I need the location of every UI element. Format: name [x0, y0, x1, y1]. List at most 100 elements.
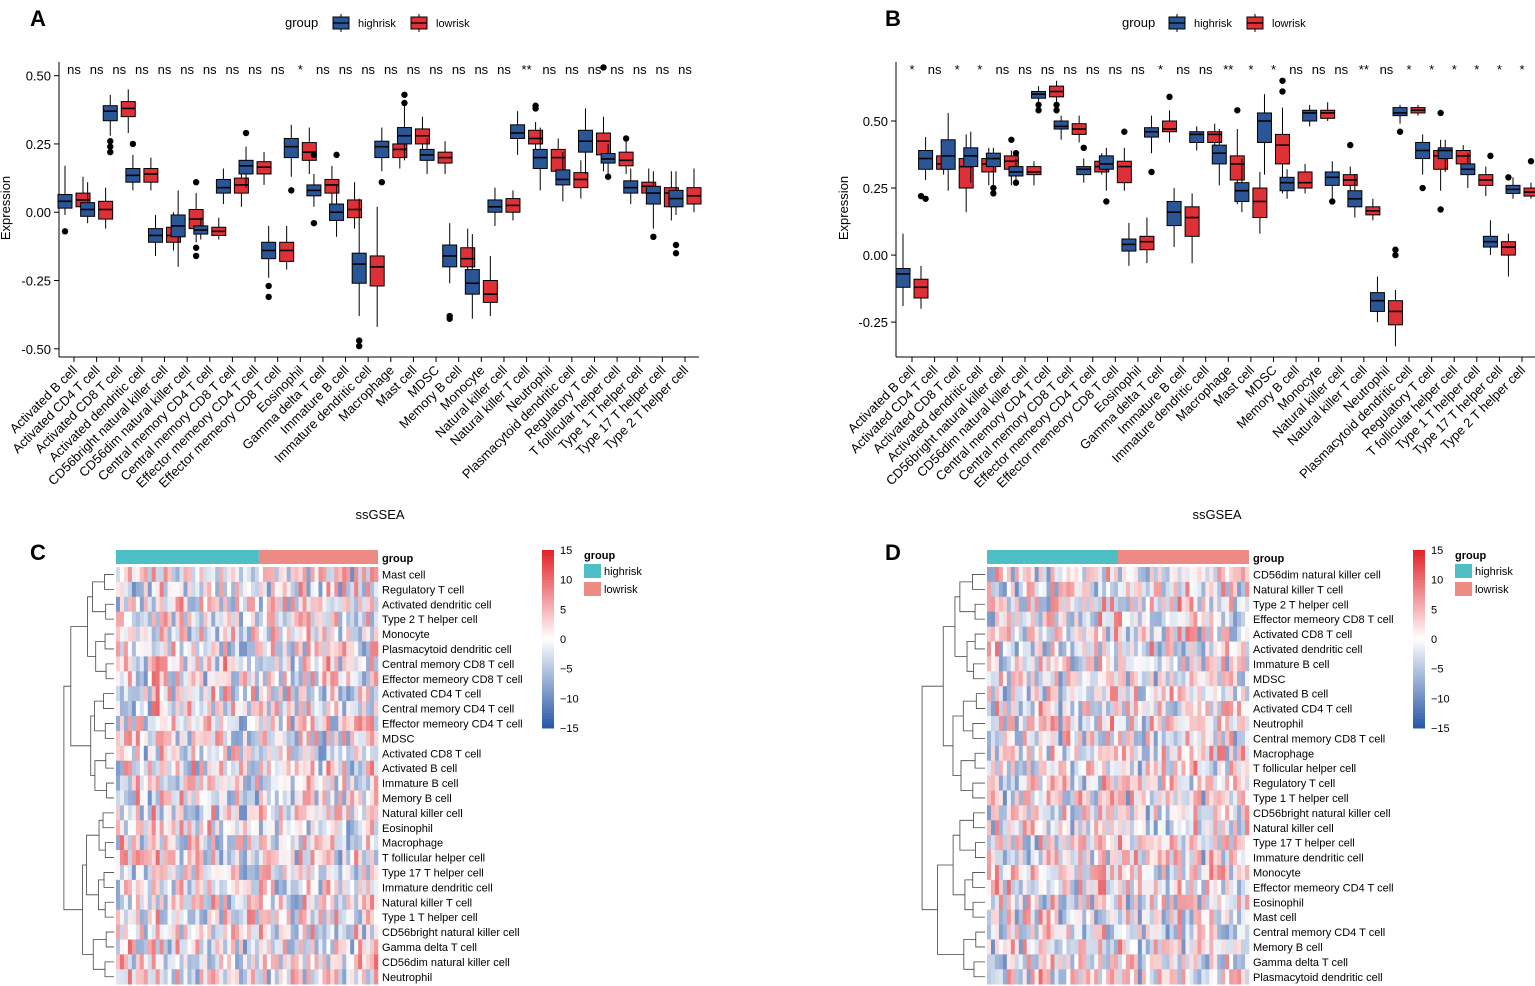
heatmap-cell	[358, 626, 363, 642]
heatmap-cell	[179, 701, 184, 717]
heatmap-cell	[127, 730, 133, 747]
heatmap-cell	[203, 954, 208, 970]
box-highrisk	[1279, 176, 1295, 192]
heatmap-cell	[338, 865, 343, 881]
heatmap-cell	[203, 656, 208, 672]
heatmap-cell	[1050, 879, 1055, 896]
heatmap-cell	[1094, 924, 1099, 940]
heatmap-cell	[1181, 924, 1186, 940]
heatmap-cell	[235, 909, 240, 925]
heatmap-cell	[171, 865, 176, 881]
heatmap-cell	[151, 581, 156, 598]
heatmap-cell	[1209, 701, 1214, 717]
heatmap-cell	[195, 879, 200, 896]
heatmap-cell	[330, 820, 335, 836]
heatmap-cell	[1165, 879, 1170, 896]
heatmap-cell	[1201, 656, 1206, 672]
dendrogram-branch	[964, 879, 974, 911]
heatmap-cell	[1225, 775, 1230, 791]
heatmap-cell	[1010, 879, 1016, 896]
heatmap-cell	[1050, 969, 1055, 985]
heatmap-cell	[338, 894, 343, 910]
heatmap-cell	[330, 656, 335, 672]
heatmap-cell	[278, 865, 284, 881]
heatmap-cell	[314, 641, 319, 657]
heatmap-cell	[302, 760, 307, 776]
heatmap-cell	[1153, 969, 1158, 985]
significance-label: ns	[588, 62, 602, 77]
heatmap-cell	[1189, 835, 1194, 851]
heatmap-cell	[314, 969, 319, 985]
heatmap-cell	[1193, 641, 1198, 657]
heatmap-cell	[1205, 716, 1210, 732]
heatmap-cell	[163, 581, 168, 598]
heatmap-cell	[183, 924, 188, 940]
heatmap-cell	[1046, 909, 1051, 925]
box-lowrisk	[1387, 300, 1403, 326]
heatmap-cell	[1237, 954, 1242, 970]
heatmap-cell	[286, 581, 291, 598]
heatmap-cell	[274, 969, 280, 985]
heatmap-cell	[155, 924, 160, 940]
heatmap-cell	[1161, 909, 1166, 925]
heatmap-cell	[274, 790, 280, 806]
heatmap-cell	[219, 939, 224, 955]
heatmap-cell	[1114, 656, 1119, 672]
row-label: Monocyte	[382, 629, 430, 641]
dendrogram-branch	[87, 596, 96, 657]
heatmap-cell	[1241, 865, 1246, 881]
heatmap-cell	[1018, 805, 1024, 821]
heatmap-cell	[994, 894, 1000, 910]
heatmap-cell	[127, 820, 133, 836]
heatmap-cell	[1201, 805, 1206, 821]
heatmap-cell	[274, 626, 280, 642]
heatmap-cell	[183, 879, 188, 896]
heatmap-cell	[1173, 835, 1178, 851]
colorbar-tick-label: 0	[1431, 634, 1437, 646]
dendrogram-branch	[954, 596, 968, 657]
heatmap-cell	[191, 805, 196, 821]
heatmap-cell	[1114, 924, 1119, 940]
heatmap-cell	[254, 581, 260, 598]
heatmap-cell	[1133, 850, 1139, 866]
legend-swatch-lowrisk	[584, 582, 601, 596]
heatmap-cell	[1118, 909, 1123, 925]
heatmap-cell	[1237, 924, 1242, 940]
heatmap-cell	[258, 909, 264, 925]
heatmap-cell	[1094, 820, 1099, 836]
heatmap-cell	[282, 686, 287, 702]
heatmap-cell	[1098, 865, 1103, 881]
heatmap-cell	[179, 581, 184, 598]
heatmap-cell	[191, 894, 196, 910]
heatmap-cell	[119, 820, 125, 836]
heatmap-cell	[231, 790, 236, 806]
heatmap-cell	[1110, 611, 1115, 627]
significance-label: *	[1429, 62, 1434, 77]
box-highrisk	[1302, 109, 1318, 122]
heatmap-cell	[250, 879, 256, 896]
heatmap-cell	[1141, 716, 1147, 732]
heatmap-cell	[143, 745, 149, 761]
heatmap-cell	[1137, 969, 1143, 985]
heatmap-cell	[338, 760, 343, 776]
heatmap-cell	[1125, 611, 1131, 627]
heatmap-cell	[314, 745, 319, 761]
heatmap-cell	[318, 641, 323, 657]
heatmap-cell	[179, 969, 184, 985]
heatmap-cell	[231, 730, 236, 747]
heatmap-cell	[1153, 865, 1158, 881]
heatmap-cell	[254, 805, 260, 821]
heatmap-cell	[314, 656, 319, 672]
dendrogram-branch	[104, 901, 114, 918]
significance-label: ns	[1018, 62, 1032, 77]
heatmap-cell	[362, 835, 367, 851]
heatmap-cell	[219, 969, 224, 985]
heatmap-cell	[1141, 924, 1147, 940]
heatmap-cell	[1098, 894, 1103, 910]
heatmap-cell	[1078, 567, 1083, 583]
heatmap-cell	[139, 865, 145, 881]
heatmap-cell	[358, 865, 363, 881]
heatmap-cell	[322, 790, 327, 806]
heatmap-cell	[1133, 879, 1139, 896]
heatmap-cell	[1221, 790, 1226, 806]
